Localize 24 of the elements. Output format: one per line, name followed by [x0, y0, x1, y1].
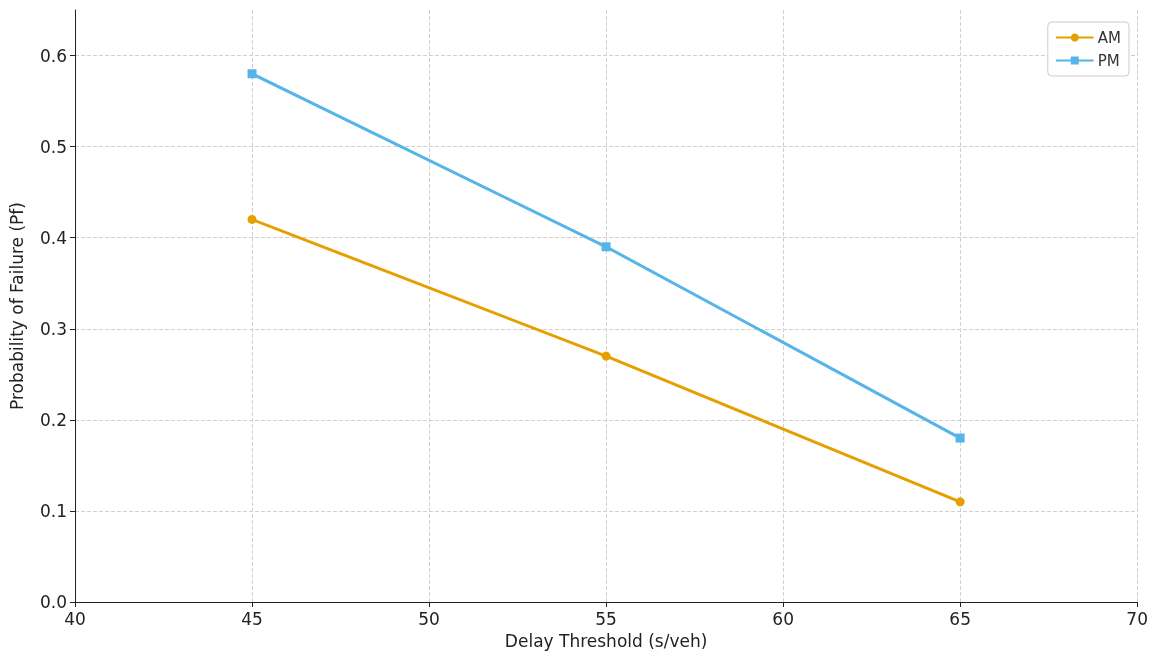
point: [247, 69, 257, 79]
y-tick-label: 0.6: [39, 45, 67, 66]
y-tick-label: 0.3: [39, 318, 67, 339]
legend-label: AM: [1097, 28, 1121, 47]
y-tick-label: 0.4: [39, 227, 67, 248]
x-axis-title: Delay Threshold (s/veh): [504, 630, 708, 651]
point: [955, 497, 965, 507]
legend-label: PM: [1097, 51, 1120, 70]
y-tick-label: 0.2: [39, 409, 67, 430]
x-tick-label: 50: [418, 608, 440, 629]
x-tick-label: 40: [64, 608, 86, 629]
point: [247, 214, 257, 224]
x-tick-label: 60: [772, 608, 794, 629]
x-tick-label: 65: [949, 608, 971, 629]
y-axis-title: Probability of Failure (Pf): [6, 202, 27, 410]
y-tick-label: 0.5: [39, 136, 67, 157]
point: [601, 242, 611, 252]
point: [955, 433, 965, 443]
x-tick-label: 70: [1126, 608, 1148, 629]
point: [601, 351, 611, 361]
x-tick-label: 45: [241, 608, 263, 629]
y-tick-label: 0.0: [39, 592, 67, 612]
x-tick-label: 55: [595, 608, 617, 629]
y-tick-label: 0.1: [39, 500, 67, 521]
